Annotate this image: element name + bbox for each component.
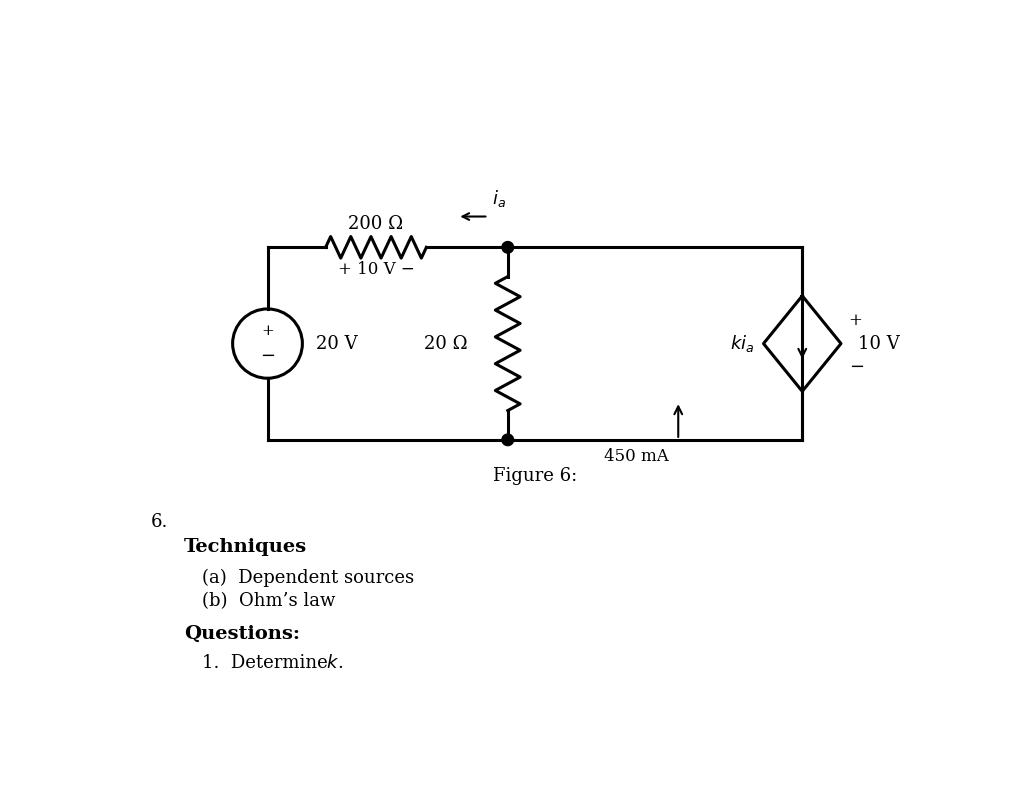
Text: +: + [261, 324, 273, 338]
Text: 1.  Determine: 1. Determine [202, 654, 333, 672]
Text: Figure 6:: Figure 6: [493, 467, 577, 485]
Text: 10 V: 10 V [858, 335, 900, 352]
Text: + 10 V −: + 10 V − [338, 261, 415, 278]
Text: Techniques: Techniques [183, 539, 307, 556]
Text: (b)  Ohm’s law: (b) Ohm’s law [202, 592, 335, 611]
Circle shape [502, 241, 514, 253]
Circle shape [502, 434, 514, 446]
Text: 6.: 6. [152, 513, 169, 531]
Text: .: . [337, 654, 343, 672]
Text: $i_a$: $i_a$ [493, 188, 506, 209]
Text: $ki_a$: $ki_a$ [730, 333, 755, 354]
Text: +: + [849, 312, 862, 329]
Text: (a)  Dependent sources: (a) Dependent sources [202, 569, 414, 587]
Text: −: − [260, 347, 275, 365]
Text: 20 V: 20 V [315, 335, 357, 352]
Text: 20 Ω: 20 Ω [424, 335, 467, 352]
Text: $k$: $k$ [326, 654, 339, 672]
Text: 200 Ω: 200 Ω [348, 215, 403, 234]
Text: 450 mA: 450 mA [604, 448, 669, 465]
Text: Questions:: Questions: [183, 625, 300, 642]
Text: −: − [849, 358, 864, 375]
